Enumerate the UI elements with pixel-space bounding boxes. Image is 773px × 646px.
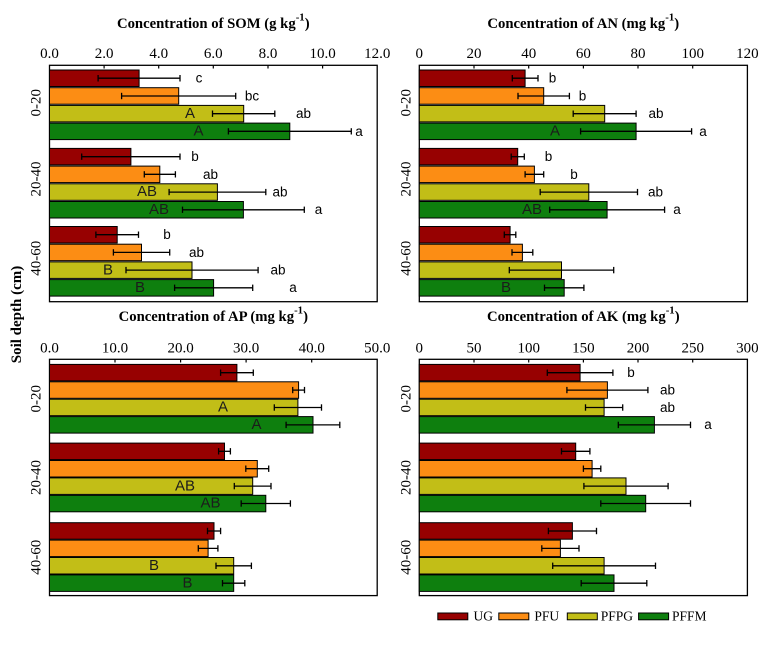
svg-text:B: B: [501, 279, 511, 296]
svg-text:A: A: [218, 399, 228, 416]
svg-text:250: 250: [681, 340, 704, 356]
svg-text:100: 100: [517, 340, 540, 356]
svg-text:AB: AB: [175, 477, 195, 494]
svg-text:AB: AB: [522, 201, 542, 218]
svg-text:b: b: [570, 167, 578, 182]
svg-text:B: B: [182, 574, 192, 591]
svg-text:40-60: 40-60: [29, 241, 45, 276]
svg-text:b: b: [191, 149, 199, 164]
svg-text:60: 60: [576, 46, 591, 62]
svg-text:2.0: 2.0: [95, 46, 114, 62]
svg-text:ab: ab: [648, 185, 663, 200]
svg-text:A: A: [251, 416, 261, 433]
svg-text:A: A: [193, 123, 203, 140]
svg-text:PFFM: PFFM: [672, 609, 707, 624]
svg-text:b: b: [579, 88, 587, 103]
svg-text:Concentration of SOM (g kg-1): Concentration of SOM (g kg-1): [117, 12, 310, 33]
svg-text:100: 100: [681, 46, 704, 62]
svg-text:40-60: 40-60: [399, 540, 415, 575]
svg-text:a: a: [673, 202, 681, 217]
svg-text:A: A: [185, 105, 195, 122]
svg-text:a: a: [355, 124, 363, 139]
svg-text:150: 150: [572, 340, 595, 356]
svg-text:20-40: 20-40: [29, 162, 45, 197]
svg-text:ab: ab: [296, 106, 311, 121]
svg-text:10.0: 10.0: [102, 340, 128, 356]
svg-text:ab: ab: [189, 245, 204, 260]
svg-text:Soil depth (cm): Soil depth (cm): [9, 266, 25, 364]
svg-text:10.0: 10.0: [309, 46, 335, 62]
svg-text:B: B: [135, 279, 145, 296]
svg-text:120: 120: [736, 46, 759, 62]
svg-text:AB: AB: [149, 201, 169, 218]
svg-text:A: A: [550, 123, 560, 140]
svg-text:b: b: [545, 149, 553, 164]
svg-text:30.0: 30.0: [233, 340, 259, 356]
svg-text:40.0: 40.0: [299, 340, 325, 356]
svg-text:0.0: 0.0: [40, 46, 59, 62]
svg-text:a: a: [704, 417, 712, 432]
svg-text:a: a: [315, 202, 323, 217]
svg-text:b: b: [163, 227, 171, 242]
svg-text:4.0: 4.0: [149, 46, 168, 62]
svg-text:12.0: 12.0: [364, 46, 390, 62]
svg-text:ab: ab: [648, 106, 663, 121]
svg-text:40-60: 40-60: [399, 241, 415, 276]
svg-text:8.0: 8.0: [259, 46, 278, 62]
svg-text:50: 50: [467, 340, 482, 356]
svg-text:50.0: 50.0: [364, 340, 390, 356]
svg-text:6.0: 6.0: [204, 46, 223, 62]
svg-text:0-20: 0-20: [29, 89, 45, 117]
svg-text:bc: bc: [245, 88, 260, 103]
svg-text:UG: UG: [474, 609, 494, 624]
svg-text:a: a: [289, 280, 297, 295]
svg-text:0: 0: [416, 46, 424, 62]
svg-text:Concentration of AK (mg kg-1): Concentration of AK (mg kg-1): [487, 304, 680, 325]
svg-text:a: a: [699, 124, 707, 139]
svg-text:Concentration of AP (mg kg-1): Concentration of AP (mg kg-1): [119, 304, 308, 325]
svg-text:PFPG: PFPG: [601, 609, 634, 624]
svg-text:200: 200: [627, 340, 650, 356]
svg-text:300: 300: [736, 340, 759, 356]
svg-text:0-20: 0-20: [399, 385, 415, 413]
svg-text:b: b: [549, 71, 557, 86]
svg-text:ab: ab: [660, 382, 675, 397]
svg-text:20.0: 20.0: [167, 340, 193, 356]
svg-text:0.0: 0.0: [40, 340, 59, 356]
svg-text:PFU: PFU: [534, 609, 559, 624]
svg-text:40: 40: [521, 46, 536, 62]
svg-text:b: b: [627, 365, 635, 380]
svg-text:0-20: 0-20: [399, 89, 415, 117]
svg-text:B: B: [149, 557, 159, 574]
svg-text:ab: ab: [203, 167, 218, 182]
svg-text:0-20: 0-20: [29, 385, 45, 413]
svg-text:B: B: [103, 261, 113, 278]
svg-text:Concentration of AN (mg kg-1): Concentration of AN (mg kg-1): [487, 12, 679, 33]
svg-text:80: 80: [631, 46, 646, 62]
svg-text:ab: ab: [660, 400, 675, 415]
svg-text:20-40: 20-40: [399, 162, 415, 197]
svg-text:c: c: [196, 71, 203, 86]
svg-text:40-60: 40-60: [29, 540, 45, 575]
svg-text:0: 0: [416, 340, 424, 356]
svg-text:20-40: 20-40: [399, 460, 415, 495]
svg-text:AB: AB: [137, 183, 157, 200]
svg-text:ab: ab: [272, 185, 287, 200]
svg-text:20-40: 20-40: [29, 460, 45, 495]
svg-text:20: 20: [467, 46, 482, 62]
svg-text:ab: ab: [270, 263, 285, 278]
svg-text:AB: AB: [200, 495, 220, 512]
